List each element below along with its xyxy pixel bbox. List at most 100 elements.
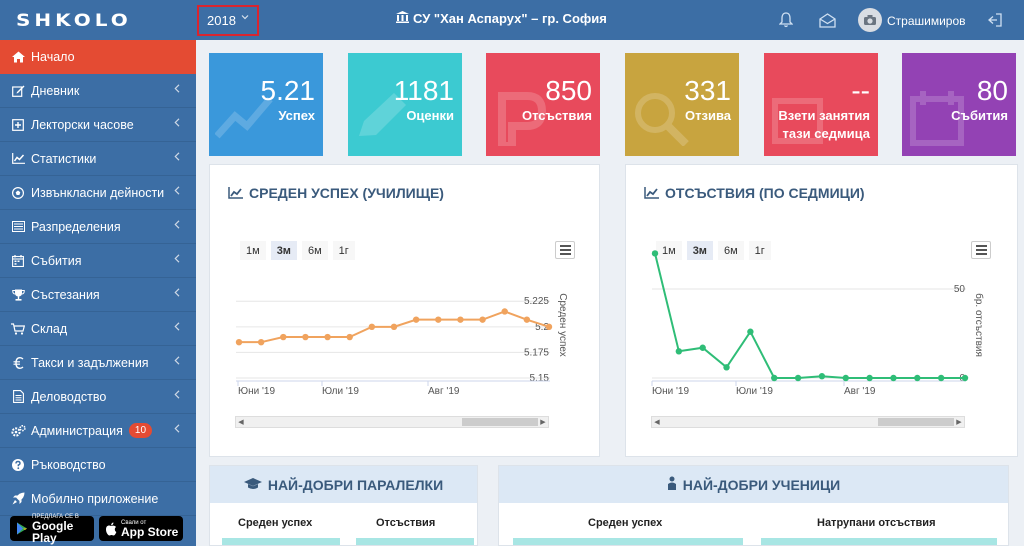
avatar[interactable] bbox=[858, 8, 882, 32]
sidebar-item-10[interactable]: Деловодство bbox=[0, 380, 196, 414]
gears-icon bbox=[10, 424, 26, 437]
data-point[interactable] bbox=[280, 333, 287, 341]
data-point[interactable] bbox=[818, 373, 826, 380]
data-point[interactable] bbox=[302, 333, 309, 341]
data-point[interactable] bbox=[961, 374, 969, 382]
graduation-cap-icon bbox=[243, 477, 262, 493]
data-point[interactable] bbox=[412, 316, 420, 323]
zoom-button-3[interactable]: 1г bbox=[748, 241, 771, 260]
zoom-button-2[interactable]: 6м bbox=[301, 241, 328, 260]
tile-value: 1181 bbox=[393, 75, 454, 106]
data-point[interactable] bbox=[545, 323, 553, 331]
scroll-right-icon[interactable]: ▶ bbox=[956, 419, 962, 426]
data-point[interactable] bbox=[747, 328, 754, 335]
year-select[interactable]: 2018 bbox=[197, 5, 259, 36]
scroll-right-icon[interactable]: ▶ bbox=[540, 419, 546, 426]
data-point[interactable] bbox=[699, 344, 706, 351]
mail-icon[interactable] bbox=[817, 10, 837, 30]
scroll-thumb[interactable] bbox=[462, 418, 538, 426]
sidebar-item-7[interactable]: Състезания bbox=[0, 278, 196, 312]
zoom-button-0[interactable]: 1м bbox=[240, 241, 266, 260]
stat-tile-3[interactable]: 331 Отзива bbox=[625, 53, 739, 156]
data-point[interactable] bbox=[368, 323, 376, 331]
chevron-left-icon bbox=[174, 424, 180, 436]
stat-tile-0[interactable]: 5.21 Успех bbox=[209, 53, 323, 156]
zoom-button-3[interactable]: 1г bbox=[332, 241, 355, 260]
sidebar-item-13[interactable]: Мобилно приложение bbox=[0, 482, 196, 516]
stat-tile-1[interactable]: 1181 Оценки bbox=[348, 53, 462, 156]
line-chart-icon bbox=[10, 153, 26, 164]
scroll-thumb[interactable] bbox=[878, 418, 954, 426]
logo[interactable]: SHKOLO bbox=[16, 9, 132, 31]
best-students-header: НАЙ-ДОБРИ УЧЕНИЦИ bbox=[499, 466, 1008, 503]
stat-tile-4[interactable]: -- Взети занятия тази седмица bbox=[764, 53, 878, 156]
data-point[interactable] bbox=[346, 333, 353, 341]
chart-menu-button[interactable] bbox=[971, 241, 991, 259]
sidebar-item-label: Администрация bbox=[31, 423, 123, 438]
average-grade-title: СРЕДЕН УСПЕХ (УЧИЛИЩЕ) bbox=[228, 185, 444, 201]
data-point[interactable] bbox=[771, 374, 778, 382]
logout-icon[interactable] bbox=[985, 10, 1005, 30]
data-point[interactable] bbox=[675, 348, 683, 355]
top-header: SHKOLO 2018 СУ "Хан Аспарух" – гр. София… bbox=[0, 0, 1024, 40]
stat-tile-5[interactable]: 80 Събития bbox=[902, 53, 1016, 156]
sidebar-item-9[interactable]: Такси и задължения bbox=[0, 346, 196, 380]
sidebar-item-12[interactable]: Ръководство bbox=[0, 448, 196, 482]
data-point[interactable] bbox=[457, 316, 464, 323]
chevron-left-icon bbox=[174, 356, 180, 368]
chevron-left-icon bbox=[174, 322, 180, 334]
x-tick-label: Юни '19 bbox=[652, 386, 689, 397]
data-point[interactable] bbox=[723, 364, 730, 371]
best-classes-title: НАЙ-ДОБРИ ПАРАЛЕЛКИ bbox=[267, 476, 444, 493]
data-point[interactable] bbox=[257, 338, 265, 346]
sidebar-item-label: Събития bbox=[31, 253, 82, 268]
sidebar-item-6[interactable]: Събития bbox=[0, 244, 196, 278]
y-tick-label: 50 bbox=[954, 284, 966, 295]
sidebar-item-2[interactable]: Лекторски часове bbox=[0, 108, 196, 142]
data-point[interactable] bbox=[890, 374, 897, 382]
chevron-left-icon bbox=[174, 254, 180, 266]
zoom-button-0[interactable]: 1м bbox=[656, 241, 682, 260]
zoom-group-2: 1м 3м 6м 1г bbox=[656, 241, 771, 260]
chart-menu-button[interactable] bbox=[555, 241, 575, 259]
sidebar-item-11[interactable]: Администрация 10 bbox=[0, 414, 196, 448]
data-point[interactable] bbox=[651, 250, 659, 257]
x-tick-label: Юни '19 bbox=[238, 386, 275, 397]
table-row bbox=[222, 538, 340, 545]
edit-icon bbox=[10, 85, 26, 97]
data-point[interactable] bbox=[794, 374, 802, 382]
data-point[interactable] bbox=[390, 323, 398, 331]
sidebar-item-0[interactable]: Начало bbox=[0, 40, 196, 74]
username[interactable]: Страшимиров bbox=[887, 14, 966, 28]
chevron-left-icon bbox=[174, 220, 180, 232]
data-point[interactable] bbox=[523, 316, 531, 323]
data-point[interactable] bbox=[501, 308, 508, 315]
data-point[interactable] bbox=[914, 374, 921, 382]
sidebar-item-5[interactable]: Разпределения bbox=[0, 210, 196, 244]
data-point[interactable] bbox=[435, 316, 442, 323]
app-store-badge[interactable]: Свали от App Store bbox=[99, 516, 183, 541]
data-point[interactable] bbox=[324, 333, 331, 341]
sidebar-item-3[interactable]: Статистики bbox=[0, 142, 196, 176]
scroll-left-icon[interactable]: ◀ bbox=[238, 419, 244, 426]
bell-icon[interactable] bbox=[776, 10, 796, 30]
home-icon bbox=[10, 51, 26, 63]
y-tick-label: 5.225 bbox=[524, 296, 549, 307]
chart-scrollbar[interactable]: ◀ ▶ bbox=[651, 416, 965, 428]
data-point[interactable] bbox=[479, 316, 486, 323]
data-point[interactable] bbox=[842, 374, 849, 382]
google-play-small: ПРЕДЛАГА СЕ В bbox=[32, 513, 79, 520]
chart-scrollbar[interactable]: ◀ ▶ bbox=[235, 416, 549, 428]
google-play-badge[interactable]: ПРЕДЛАГА СЕ В Google Play bbox=[10, 513, 94, 544]
scroll-left-icon[interactable]: ◀ bbox=[654, 419, 660, 426]
zoom-button-2[interactable]: 6м bbox=[717, 241, 744, 260]
sidebar-item-4[interactable]: Извънкласни дейности bbox=[0, 176, 196, 210]
sidebar-item-1[interactable]: Дневник bbox=[0, 74, 196, 108]
stat-tile-2[interactable]: 850 Отсъствия bbox=[486, 53, 600, 156]
data-point[interactable] bbox=[866, 374, 873, 382]
sidebar-item-8[interactable]: Склад bbox=[0, 312, 196, 346]
zoom-button-1[interactable]: 3м bbox=[270, 241, 297, 260]
data-point[interactable] bbox=[235, 338, 243, 346]
zoom-button-1[interactable]: 3м bbox=[686, 241, 713, 260]
data-point[interactable] bbox=[937, 374, 945, 382]
